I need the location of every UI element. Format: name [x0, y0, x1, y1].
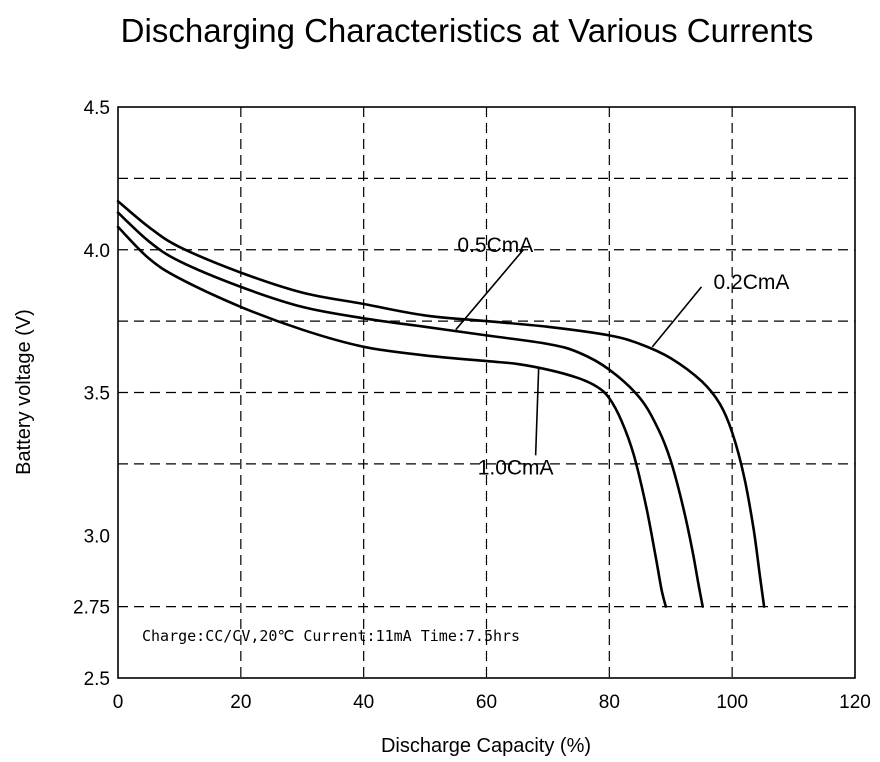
x-tick-label: 20 [230, 692, 251, 713]
series-annotations: 0.5CmA 0.2CmA 1.0CmA [455, 234, 790, 479]
series-label: 0.2CmA [714, 271, 790, 294]
y-tick-label: 2.5 [84, 669, 110, 690]
series-label: 0.5CmA [457, 234, 533, 257]
annotation-leader [455, 249, 524, 331]
x-axis-label: Discharge Capacity (%) [381, 735, 591, 757]
chart-note: Charge:CC/CV,20℃ Current:11mA Time:7.5hr… [142, 627, 520, 645]
y-tick-label: 4.5 [84, 98, 110, 119]
plot-frame [117, 106, 856, 679]
x-tick-label: 100 [716, 692, 748, 713]
annotation-leader [534, 366, 540, 456]
annotation-leader [651, 286, 703, 348]
series-lines [116, 199, 766, 608]
y-tick-label: 3.5 [84, 384, 110, 405]
y-axis-label: Battery voltage (V) [13, 309, 35, 475]
chart-title: Discharging Characteristics at Various C… [121, 12, 814, 49]
grid [118, 107, 855, 678]
x-tick-label: 60 [476, 692, 497, 713]
x-tick-label: 40 [353, 692, 374, 713]
series-line-1.0CmA [116, 225, 668, 608]
y-tick-label: 3.0 [84, 526, 110, 547]
x-tick-label: 0 [113, 692, 124, 713]
series-label: 1.0CmA [478, 456, 554, 479]
tick-labels: 0 20 40 60 80 100 120 2.5 2.75 3.0 3.5 4.0 4.5 [73, 98, 871, 713]
x-tick-label: 120 [839, 692, 871, 713]
y-tick-label: 2.75 [73, 598, 110, 619]
x-tick-label: 80 [599, 692, 620, 713]
y-tick-label: 4.0 [84, 241, 110, 262]
series-line-0.5CmA [116, 211, 704, 608]
series-line-0.2CmA [116, 199, 766, 608]
